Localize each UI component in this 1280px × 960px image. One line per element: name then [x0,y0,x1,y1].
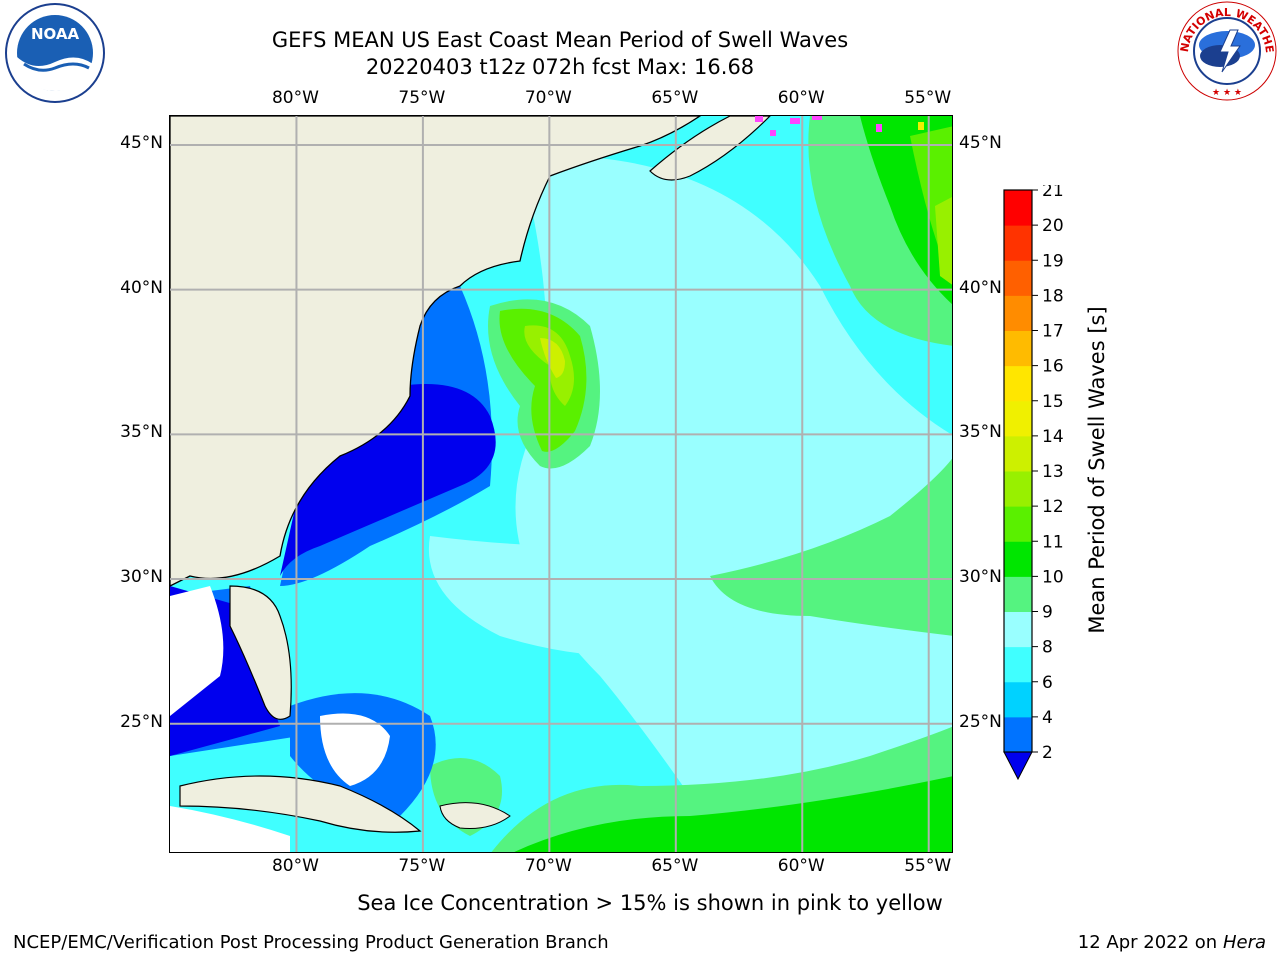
colorbar: 2 4 6 8 9 10 11 12 13 14 15 16 17 18 19 20 21 [1003,185,1064,781]
colorbar-segment [1004,611,1032,648]
masked-bahamas [320,713,390,786]
lat-tick-label: 35°N [120,422,163,443]
colorbar-segment [1004,681,1032,718]
masked-gulf [170,586,224,716]
sea-ice-pixel [770,130,776,136]
colorbar-segment [1004,541,1032,577]
sea-ice-pixel [755,116,763,122]
lat-tick-label: 45°N [959,132,1002,153]
colorbar-tick-label: 15 [1042,392,1064,412]
swell-field-12-13 [524,325,574,406]
colorbar-tick-label: 9 [1042,603,1053,623]
masked-caribbean [170,806,290,852]
lon-tick-label: 80°W [271,88,319,108]
colorbar-label: Mean Period of Swell Waves [s] [1085,306,1109,634]
svg-text:★ ★ ★: ★ ★ ★ [1212,88,1242,98]
colorbar-segment [1004,400,1032,437]
colorbar-segment [1004,190,1032,226]
footer-date: 12 Apr 2022 on Hera [1078,932,1266,953]
swell-field-8-9 [428,536,744,656]
lon-tick-label: 60°W [777,88,825,108]
lon-tick-label: 65°W [651,856,699,876]
colorbar-segment [1004,295,1032,331]
lat-tick-label: 30°N [959,567,1002,588]
colorbar-tick-label: 14 [1042,427,1064,447]
sea-ice-pixel [918,122,924,130]
lat-tick-label: 45°N [120,132,163,153]
chart-subtitle: 20220403 t12z 072h fcst Max: 16.68 [365,55,755,79]
colorbar-tick-label: 13 [1042,462,1064,482]
lat-tick-label: 40°N [959,277,1002,298]
swell-field-12-13 [935,197,952,285]
colorbar-tick-label: 18 [1042,286,1064,306]
noaa-logo-text: NOAA [31,25,80,43]
lat-tick-label: 25°N [120,711,163,732]
lat-tick-label: 30°N [120,567,163,588]
sea-ice-pixel [790,118,800,124]
colorbar-segment [1004,260,1032,296]
sea-ice-pixel [876,124,882,132]
colorbar-segment [1004,365,1032,402]
lon-tick-label: 60°W [777,856,825,876]
footer-date-text: 12 Apr 2022 on [1077,932,1223,953]
lat-tick-label: 25°N [959,711,1002,732]
colorbar-tick-label: 17 [1042,322,1064,342]
sea-ice-pixel [812,116,822,120]
map-area [169,115,953,853]
lon-tick-label: 75°W [398,88,446,108]
swell-field-9-10 [710,458,952,636]
lon-tick-label: 80°W [271,856,319,876]
colorbar-segment [1004,435,1032,472]
lon-tick-label: 70°W [524,88,572,108]
lon-tick-label: 65°W [651,88,699,108]
lat-tick-label: 40°N [120,277,163,298]
land-florida [229,585,292,720]
land-north-america [170,116,702,587]
footer-machine: Hera [1222,932,1266,953]
colorbar-segment [1004,506,1032,542]
colorbar-tick-label: 8 [1042,638,1053,658]
lat-tick-label: 35°N [959,422,1002,443]
colorbar-extend-arrow [1003,751,1033,781]
colorbar-tick-label: 10 [1042,567,1064,587]
colorbar-segment [1004,471,1032,507]
colorbar-segment [1004,330,1032,367]
chart-title: GEFS MEAN US East Coast Mean Period of S… [271,28,849,52]
land-nova-scotia [649,116,771,181]
colorbar-segment [1004,225,1032,261]
map-canvas [170,116,952,852]
colorbar-segment [1004,646,1032,683]
colorbar-tick-label: 12 [1042,497,1064,517]
footer-credit: NCEP/EMC/Verification Post Processing Pr… [13,932,609,953]
swell-field-2-4 [280,384,496,576]
colorbar-tick-label: 16 [1042,357,1064,377]
land-hispaniola [439,802,511,829]
colorbar-segment [1004,576,1032,612]
nws-logo: NATIONAL WEATHER SERVICE ★ ★ ★ [1176,0,1277,101]
colorbar-tick-label: 6 [1042,673,1053,693]
lon-tick-label: 55°W [904,88,952,108]
colorbar-tick-label: 20 [1042,216,1064,236]
graticule [170,116,952,852]
colorbar-tick-label: 11 [1042,532,1064,552]
noaa-logo: NOAA [5,3,105,103]
colorbar-tick-label: 21 [1042,185,1064,201]
swell-field-8-9 [515,155,952,852]
lon-tick-label: 75°W [398,856,446,876]
swell-field-13-14 [540,338,565,378]
lon-tick-label: 55°W [904,856,952,876]
lon-tick-label: 70°W [524,856,572,876]
swell-field-10-11 [514,776,952,852]
colorbar-tick-label: 2 [1042,743,1053,763]
colorbar-tick-label: 4 [1042,708,1053,728]
land-cuba [179,775,422,833]
sea-ice-note: Sea Ice Concentration > 15% is shown in … [357,891,943,915]
colorbar-segment [1004,716,1032,753]
colorbar-tick-label: 19 [1042,251,1064,271]
